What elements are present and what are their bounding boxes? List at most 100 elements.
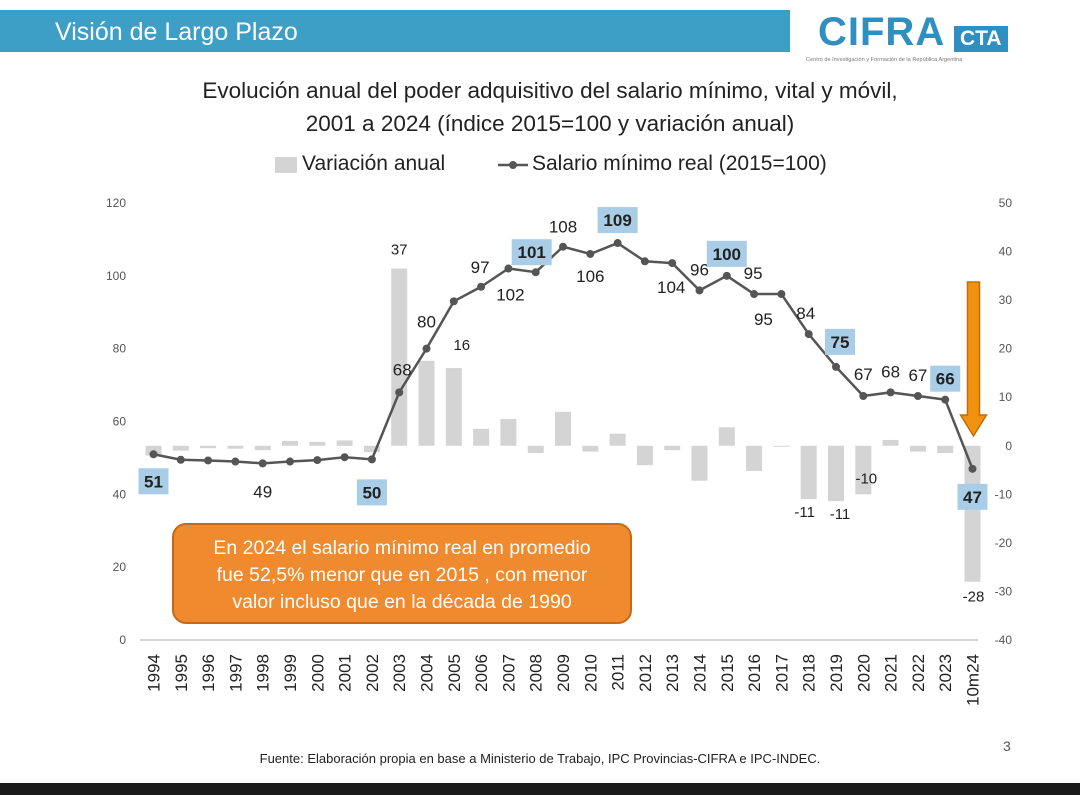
line-point-2013: [668, 259, 677, 268]
bar-variacion-1998: [254, 445, 271, 451]
point-label-box-10m24: [957, 483, 988, 510]
category-label-2013: 2013: [663, 654, 682, 692]
bar-variacion-2005: [445, 368, 462, 446]
left-tick-label-100: 100: [106, 269, 126, 283]
point-label-box-2008: [511, 239, 552, 266]
bar-label-2005: 16: [453, 337, 470, 354]
point-label-2018: 84: [796, 304, 815, 323]
line-point-1995: [176, 455, 185, 464]
line-point-2009: [559, 242, 567, 251]
point-label-2006: 97: [471, 258, 490, 277]
line-point-2011: [613, 239, 622, 248]
line-point-1996: [204, 456, 213, 465]
category-label-1998: 1998: [254, 654, 273, 692]
bar-variacion-1997: [227, 445, 244, 449]
callout-line-1: En 2024 el salario mínimo real en promed…: [213, 537, 591, 559]
callout-line-2: fue 52,5% menor que en 2015 , con menor: [216, 564, 588, 586]
category-label-2023: 2023: [936, 654, 955, 692]
bottom-strip: [0, 783, 1080, 795]
category-label-1994: 1994: [145, 654, 164, 692]
source-note: Fuente: Elaboración propia en base a Min…: [259, 751, 821, 766]
bar-variacion-2016: [746, 445, 763, 472]
category-label-2004: 2004: [418, 654, 437, 692]
category-label-2017: 2017: [772, 654, 791, 692]
category-label-2002: 2002: [363, 654, 382, 692]
point-label-box-2023: [930, 365, 961, 392]
logo-subtitle: Centro de Investigación y Formación de l…: [806, 57, 963, 63]
line-point-2002: [367, 455, 376, 464]
category-label-1999: 1999: [281, 654, 300, 692]
line-point-1999: [286, 457, 294, 466]
category-label-2006: 2006: [472, 654, 491, 692]
right-tick-label--20: -20: [995, 536, 1013, 550]
bar-variacion-2011: [609, 433, 626, 446]
line-point-2014: [695, 286, 704, 295]
point-label-2017: 95: [754, 310, 773, 329]
bar-variacion-2014: [691, 445, 708, 481]
line-point-2015: [722, 271, 731, 280]
legend-line-label: Salario mínimo real (2015=100): [532, 152, 827, 175]
point-label-2010: 106: [576, 267, 604, 286]
left-tick-label-120: 120: [106, 196, 126, 210]
bar-variacion-2009: [555, 411, 571, 446]
category-label-2014: 2014: [691, 654, 710, 692]
line-point-2021: [886, 388, 895, 397]
line-point-2007: [504, 264, 513, 273]
line-point-1998: [258, 459, 267, 468]
bar-variacion-2023: [937, 445, 954, 454]
right-tick-label-0: 0: [1005, 439, 1012, 453]
point-label-2015: 100: [713, 245, 741, 264]
bar-variacion-2000: [309, 441, 326, 446]
point-label-2009: 108: [549, 218, 577, 237]
bar-variacion-2006: [473, 428, 490, 446]
left-tick-label-0: 0: [119, 633, 126, 647]
right-tick-label--10: -10: [995, 487, 1013, 501]
category-label-1995: 1995: [172, 654, 191, 692]
legend-bar-label: Variación anual: [302, 152, 446, 175]
line-point-10m24: [968, 464, 977, 473]
point-label-2014: 96: [690, 260, 709, 279]
bar-variacion-1995: [172, 445, 189, 451]
bar-variacion-10m24: [964, 445, 981, 582]
bar-variacion-2017: [773, 445, 790, 447]
category-label-1997: 1997: [226, 654, 245, 692]
right-tick-label-30: 30: [999, 293, 1013, 307]
right-tick-label--30: -30: [995, 584, 1013, 598]
bar-variacion-2010: [582, 445, 599, 452]
point-label-1994: 51: [144, 472, 163, 491]
legend-line-swatch: [498, 161, 528, 169]
chart-legend: Variación anual Salario mínimo real (201…: [0, 152, 1080, 180]
category-label-2008: 2008: [527, 654, 546, 692]
point-label-2022: 67: [908, 366, 927, 385]
right-tick-label-40: 40: [999, 245, 1013, 259]
category-label-2010: 2010: [581, 654, 600, 692]
category-label-2009: 2009: [554, 654, 573, 692]
category-label-2019: 2019: [827, 654, 846, 692]
bar-label-10m24: -28: [963, 589, 985, 606]
logo-badge: CTA: [954, 26, 1008, 52]
point-label-box-2015: [706, 240, 747, 267]
bar-variacion-2015: [718, 427, 735, 446]
bar-variacion-2004: [418, 360, 435, 446]
callout-line-3: valor incluso que en la década de 1990: [232, 591, 572, 613]
point-label-2003: 68: [393, 360, 412, 379]
left-tick-label-60: 60: [113, 415, 127, 429]
category-label-2005: 2005: [445, 654, 464, 692]
bar-label-2019: -11: [830, 506, 851, 523]
category-label-2012: 2012: [636, 654, 655, 692]
right-tick-label-10: 10: [999, 390, 1013, 404]
category-label-10m24: 10m24: [964, 654, 983, 706]
header-band-tip: [760, 10, 790, 52]
bar-variacion-1999: [282, 440, 298, 446]
bar-variacion-2019: [828, 445, 844, 502]
callout-box: En 2024 el salario mínimo real en promed…: [172, 523, 632, 624]
bar-variacion-2020: [855, 445, 872, 495]
chart-title-line-2: 2001 a 2024 (índice 2015=100 y variación…: [305, 111, 795, 136]
category-label-2000: 2000: [308, 654, 327, 692]
line-point-2010: [586, 249, 595, 258]
bar-label-2018: -11: [794, 504, 815, 521]
category-label-2011: 2011: [609, 654, 628, 691]
down-arrow-annotation: [959, 281, 988, 438]
right-tick-label-20: 20: [999, 342, 1013, 356]
logo-main-text: CIFRA: [818, 10, 946, 54]
